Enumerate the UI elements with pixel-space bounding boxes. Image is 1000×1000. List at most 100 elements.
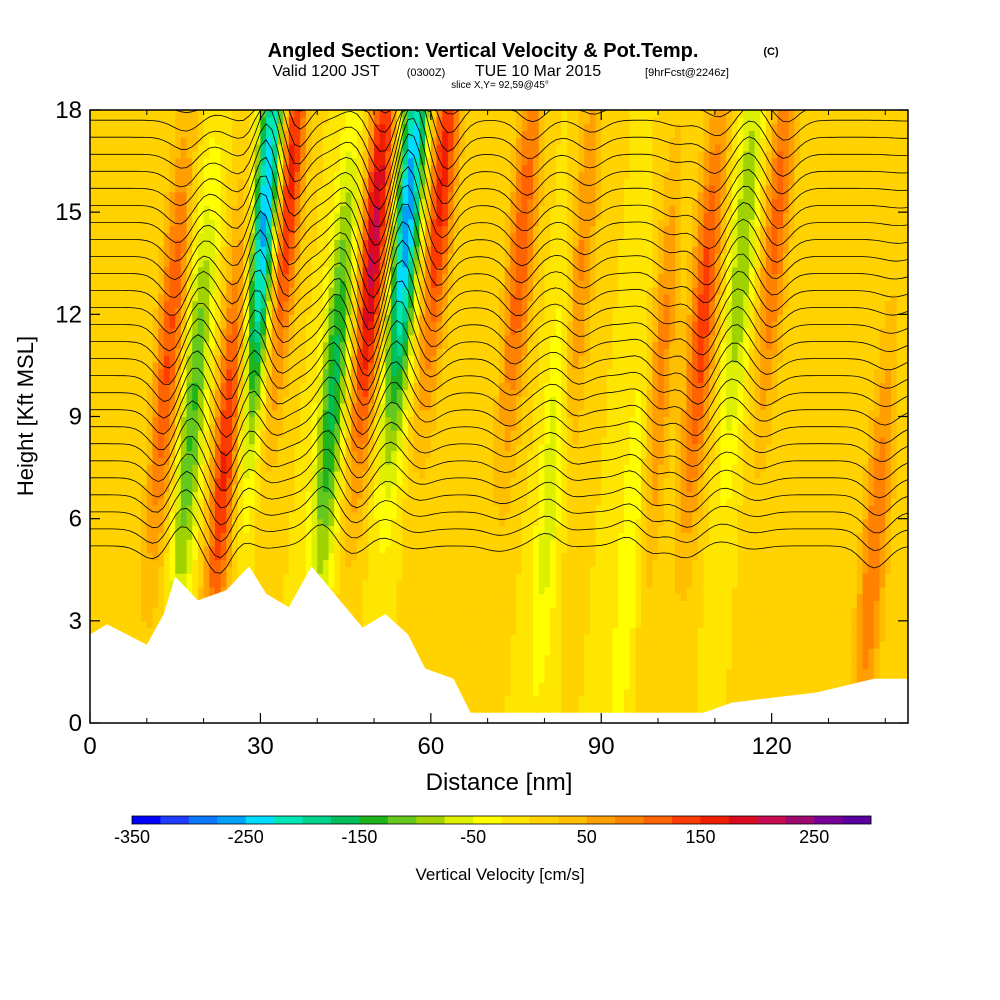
velocity-cell [129, 205, 137, 213]
velocity-cell [214, 184, 222, 193]
velocity-cell [379, 396, 386, 404]
velocity-cell [209, 307, 216, 315]
velocity-cell [197, 430, 205, 438]
velocity-cell [339, 116, 347, 125]
velocity-cell [107, 614, 114, 622]
velocity-cell [214, 171, 222, 179]
velocity-cell [328, 525, 335, 533]
velocity-cell [232, 355, 239, 363]
velocity-cell [260, 505, 267, 513]
velocity-cell [107, 579, 114, 588]
velocity-cell [391, 423, 398, 431]
velocity-cell [391, 184, 398, 193]
velocity-cell [90, 593, 97, 601]
velocity-cell [328, 362, 335, 370]
velocity-cell [118, 144, 125, 152]
velocity-cell [214, 130, 222, 138]
velocity-cell [249, 552, 256, 561]
velocity-cell [334, 518, 341, 527]
velocity-cell [391, 232, 398, 241]
velocity-cell [249, 362, 256, 370]
velocity-cell [152, 559, 159, 567]
velocity-cell [175, 314, 182, 322]
velocity-cell [300, 368, 307, 377]
velocity-cell [351, 525, 358, 533]
velocity-cell [169, 566, 176, 574]
velocity-cell [146, 341, 154, 349]
velocity-cell [254, 327, 262, 336]
velocity-cell [209, 450, 216, 458]
velocity-cell [129, 382, 137, 390]
velocity-cell [226, 307, 233, 315]
velocity-cell [209, 259, 216, 268]
velocity-cell [209, 579, 216, 588]
velocity-cell [203, 144, 210, 152]
velocity-cell [339, 327, 347, 336]
velocity-cell [294, 436, 301, 445]
velocity-cell [163, 212, 171, 220]
velocity-cell [141, 212, 148, 220]
velocity-cell [294, 362, 301, 370]
velocity-cell [266, 362, 273, 370]
velocity-cell [158, 545, 165, 554]
velocity-cell [266, 389, 273, 397]
velocity-cell [368, 607, 375, 615]
velocity-cell [328, 157, 335, 166]
velocity-cell [158, 389, 165, 397]
velocity-cell [396, 300, 404, 309]
velocity-cell [271, 300, 279, 309]
velocity-cell [294, 191, 301, 200]
velocity-cell [294, 402, 301, 411]
velocity-cell [300, 110, 307, 118]
velocity-cell [197, 579, 205, 588]
velocity-cell [260, 525, 267, 533]
velocity-cell [328, 545, 335, 554]
velocity-cell [232, 477, 239, 486]
velocity-cell [158, 368, 165, 377]
velocity-cell [197, 552, 205, 561]
velocity-cell [322, 470, 330, 479]
velocity-cell [271, 110, 279, 118]
velocity-cell [249, 205, 256, 213]
velocity-cell [152, 477, 159, 486]
velocity-cell [249, 375, 256, 384]
velocity-cell [300, 164, 307, 172]
velocity-cell [220, 355, 227, 363]
velocity-cell [345, 171, 352, 179]
velocity-cell [146, 368, 154, 377]
velocity-cell [197, 116, 205, 125]
velocity-cell [209, 184, 216, 193]
velocity-cell [305, 191, 313, 200]
velocity-cell [90, 375, 97, 384]
velocity-cell [107, 396, 114, 404]
velocity-cell [192, 443, 199, 452]
velocity-cell [118, 416, 125, 424]
velocity-cell [339, 171, 347, 179]
velocity-cell [186, 150, 193, 159]
velocity-cell [232, 382, 239, 390]
velocity-cell [374, 225, 381, 234]
velocity-cell [260, 409, 267, 418]
velocity-cell [186, 218, 193, 227]
velocity-cell [288, 545, 296, 554]
velocity-cell [237, 477, 244, 486]
velocity-cell [351, 123, 358, 132]
velocity-cell [288, 593, 296, 601]
velocity-cell [175, 157, 182, 166]
velocity-cell [328, 137, 335, 145]
velocity-cell [124, 368, 131, 377]
velocity-cell [152, 198, 159, 206]
velocity-cell [345, 239, 352, 247]
velocity-cell [300, 457, 307, 465]
velocity-cell [237, 130, 244, 138]
velocity-cell [391, 273, 398, 281]
velocity-cell [379, 607, 386, 615]
velocity-cell [294, 150, 301, 159]
velocity-cell [101, 348, 108, 356]
velocity-cell [260, 416, 267, 424]
velocity-cell [288, 375, 296, 384]
velocity-cell [266, 191, 273, 200]
velocity-cell [112, 518, 119, 527]
velocity-cell [334, 362, 341, 370]
velocity-cell [135, 634, 142, 642]
